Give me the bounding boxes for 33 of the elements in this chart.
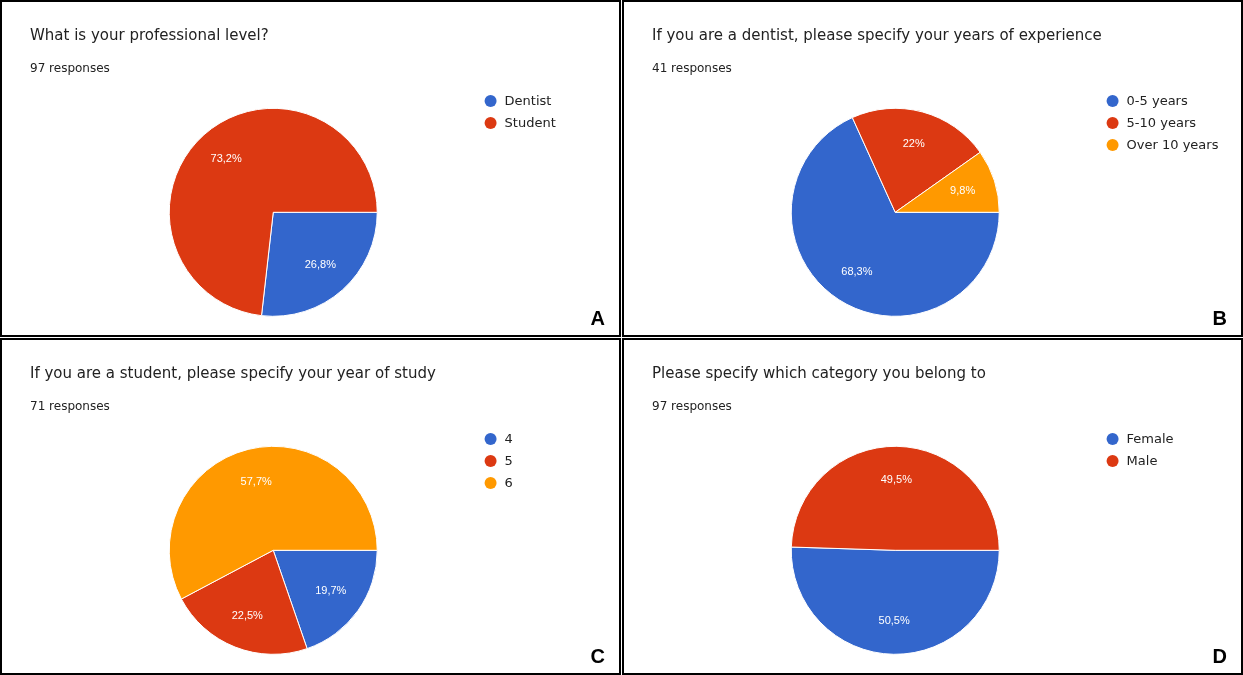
legend-label: 6 (504, 474, 513, 490)
data-label: 19,7% (315, 584, 347, 597)
legend-label: Student (504, 114, 556, 130)
data-label: 9,8% (950, 183, 976, 196)
legend-label: 5 (504, 452, 513, 468)
text: C (590, 645, 605, 667)
legend-label: Male (1126, 452, 1158, 468)
data-label: 68,3% (841, 264, 873, 277)
legend-label: 0-5 years (1126, 92, 1188, 108)
legend-label: Female (1126, 430, 1174, 446)
legend-label: 4 (504, 430, 513, 446)
data-label: 50,5% (878, 613, 910, 626)
data-label: 26,8% (304, 257, 337, 270)
text: D (1212, 645, 1227, 667)
text: 71 responses (30, 399, 110, 413)
chart-title: What is your professional level? (30, 26, 269, 44)
legend-label: Over 10 years (1126, 136, 1219, 152)
text: B (1212, 307, 1227, 329)
pie-slice (168, 107, 378, 317)
legend-label: 5-10 years (1126, 114, 1197, 130)
chart-title: If you are a student, please specify your year of study (30, 364, 436, 382)
data-label: 49,5% (880, 472, 913, 485)
legend-label: Dentist (504, 92, 552, 108)
chart-title: Please specify which category you belong to (652, 364, 986, 382)
text: 97 responses (30, 61, 110, 75)
text: A (590, 307, 605, 329)
text: 97 responses (652, 399, 732, 413)
data-label: 73,2% (210, 152, 242, 165)
chart-title: If you are a dentist, please specify your years of experience (652, 26, 1102, 44)
data-label: 22% (902, 136, 925, 149)
data-label: 57,7% (240, 474, 272, 487)
text: 41 responses (652, 61, 732, 75)
data-label: 22,5% (231, 609, 264, 621)
